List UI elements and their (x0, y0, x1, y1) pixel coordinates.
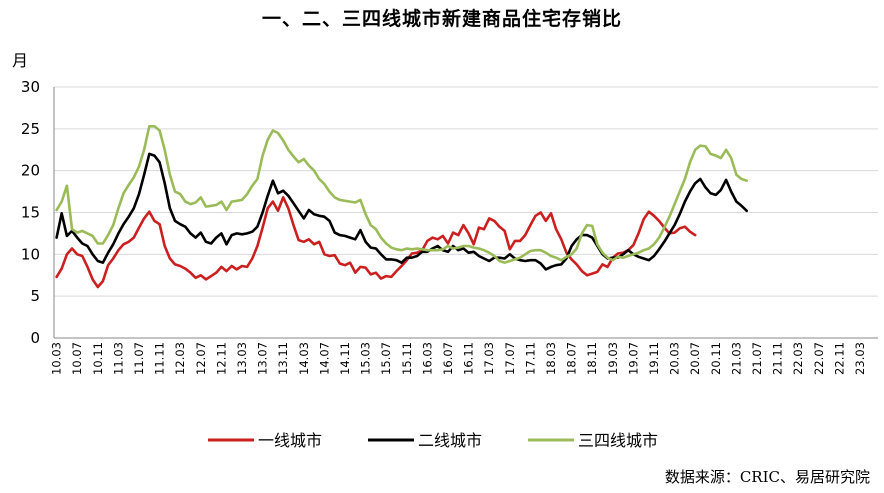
x-tick-label: 20.11 (709, 342, 723, 375)
y-tick-label: 20 (21, 162, 40, 180)
y-axis-unit-label: 月 (12, 51, 28, 70)
x-tick-label: 11.07 (132, 342, 146, 375)
x-tick-label: 22.11 (832, 342, 846, 375)
x-tick-label: 15.11 (400, 342, 414, 375)
x-tick-label: 21.11 (771, 342, 785, 375)
x-tick-label: 10.07 (70, 342, 84, 375)
x-tick-label: 18.03 (544, 342, 558, 375)
x-tick-label: 14.03 (297, 342, 311, 375)
x-tick-label: 12.03 (173, 342, 187, 375)
x-tick-label: 14.07 (317, 342, 331, 375)
x-tick-label: 12.07 (194, 342, 208, 375)
x-tick-label: 17.07 (503, 342, 517, 375)
x-tick-label: 11.03 (111, 342, 125, 375)
x-tick-label: 23.03 (853, 342, 867, 375)
x-tick-label: 11.11 (153, 342, 167, 375)
x-tick-label: 19.11 (647, 342, 661, 375)
y-tick-label: 5 (30, 287, 40, 305)
x-tick-label: 13.03 (235, 342, 249, 375)
legend-label: 一线城市 (258, 431, 322, 450)
x-tick-label: 10.11 (91, 342, 105, 375)
y-tick-label: 25 (21, 120, 40, 138)
data-source-note: 数据来源：CRIC、易居研究院 (664, 468, 870, 486)
x-tick-label: 15.03 (359, 342, 373, 375)
y-tick-label: 30 (21, 78, 40, 96)
x-tick-label: 19.03 (606, 342, 620, 375)
x-tick-label: 14.11 (338, 342, 352, 375)
legend: 一线城市 二线城市 三四线城市 (208, 431, 658, 450)
legend-label: 三四线城市 (578, 431, 658, 450)
x-tick-label: 16.03 (420, 342, 434, 375)
x-tick-label: 17.11 (523, 342, 537, 375)
y-tick-labels: 0 5 10 15 20 25 30 (21, 78, 40, 347)
series-line-2 (55, 152, 749, 271)
x-tick-label: 17.03 (482, 342, 496, 375)
x-tick-labels: 10.03 10.07 10.11 11.03 11.07 11.11 12.03 12.07… (50, 342, 867, 375)
x-tick-label: 12.11 (214, 342, 228, 375)
x-tick-label: 20.03 (668, 342, 682, 375)
gridlines (54, 86, 878, 339)
x-tick-label: 18.07 (565, 342, 579, 375)
y-tick-label: 10 (21, 245, 40, 263)
y-tick-label: 15 (21, 204, 40, 222)
x-tick-label: 10.03 (50, 342, 64, 375)
x-tick-label: 21.07 (750, 342, 764, 375)
x-tick-label: 22.03 (791, 342, 805, 375)
series-line-3 (55, 125, 749, 265)
x-tick-label: 20.07 (688, 342, 702, 375)
x-tick-label: 19.07 (626, 342, 640, 375)
x-tick-label: 18.11 (585, 342, 599, 375)
x-tick-label: 21.03 (729, 342, 743, 375)
series-line-1 (55, 196, 697, 289)
chart-title: 一、二、三四线城市新建商品住宅存销比 (261, 8, 622, 30)
x-tick-label: 16.11 (462, 342, 476, 375)
y-tick-label: 0 (30, 329, 40, 347)
series-lines (55, 125, 749, 289)
x-tick-label: 13.11 (276, 342, 290, 375)
x-tick-label: 16.07 (441, 342, 455, 375)
legend-label: 二线城市 (418, 431, 482, 450)
x-tick-label: 13.07 (256, 342, 270, 375)
x-tick-label: 22.07 (812, 342, 826, 375)
x-tick-label: 15.07 (379, 342, 393, 375)
